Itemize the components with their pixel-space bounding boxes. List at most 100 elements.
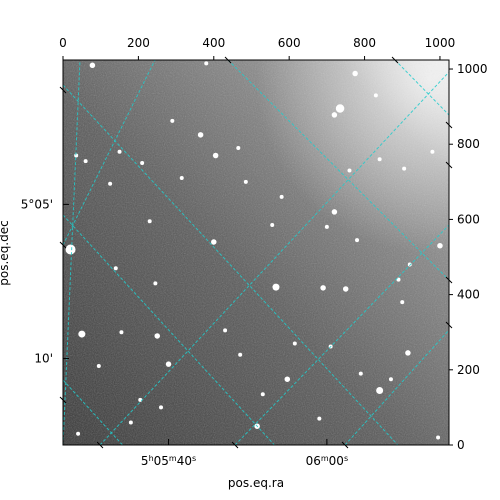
stars-layer [65, 61, 443, 440]
star-11 [83, 159, 88, 164]
star-38 [78, 330, 86, 338]
grid-edge-tick-4 [231, 441, 239, 449]
star-32 [272, 283, 280, 291]
star-46 [358, 371, 363, 376]
right-tick-label-1: 200 [457, 363, 480, 377]
top-tick-label-4: 800 [353, 36, 376, 50]
star-31 [113, 266, 118, 271]
star-25 [324, 224, 329, 229]
grid-ra-line-3 [234, 224, 449, 445]
grid-ra-line-2 [99, 71, 449, 445]
coordinate-grid [63, 60, 449, 445]
right-tick-label-2: 400 [457, 288, 480, 302]
grid-edge-tick-7 [445, 161, 453, 169]
top-tick-label-0: 0 [59, 36, 67, 50]
grid-edge-tick-0 [59, 86, 67, 94]
grid-edge-tick-5 [391, 56, 399, 64]
grid-edge-tick-2 [59, 396, 67, 404]
grid-ra-line-4 [344, 329, 449, 445]
star-48 [260, 392, 265, 397]
star-4 [331, 112, 338, 118]
star-26 [355, 238, 360, 243]
star-18 [430, 149, 435, 154]
star-40 [154, 333, 160, 339]
sky-glow [63, 60, 449, 445]
grid-dec-line-4 [394, 60, 449, 116]
star-17 [402, 166, 407, 171]
star-37 [400, 300, 405, 305]
grid-edge-tick-6 [445, 121, 453, 129]
star-3 [335, 104, 345, 113]
star-33 [320, 285, 326, 291]
right-tick-label-0: 0 [457, 438, 465, 452]
top-tick-label-2: 400 [202, 36, 225, 50]
grid-edge-tick-1 [59, 241, 67, 249]
star-21 [279, 194, 284, 199]
right-tick-label-3: 600 [457, 212, 480, 226]
star-10 [74, 153, 79, 158]
top-tick-label-3: 600 [278, 36, 301, 50]
top-tick-label-1: 200 [127, 36, 150, 50]
star-58 [96, 364, 101, 369]
plot-frame [62, 59, 450, 446]
star-1 [204, 61, 209, 66]
star-12 [117, 149, 122, 154]
grid-edge-tick-8 [445, 276, 453, 284]
star-39 [119, 330, 124, 335]
star-24 [211, 239, 217, 245]
grid-edge-tick-9 [445, 321, 453, 329]
star-57 [317, 416, 322, 421]
star-28 [65, 244, 76, 255]
grid-dec-line-0 [63, 84, 399, 445]
star-20 [243, 179, 248, 184]
star-44 [405, 350, 411, 356]
star-13 [140, 161, 145, 166]
grid-dec-line-2 [63, 379, 124, 445]
star-52 [159, 405, 164, 410]
star-14 [179, 176, 184, 181]
star-34 [342, 286, 349, 292]
grid-ra-line-0 [63, 60, 81, 445]
ra-tick-label-0: 5h05m40s [141, 454, 196, 469]
star-55 [436, 435, 441, 440]
star-50 [388, 377, 393, 382]
star-56 [128, 420, 133, 425]
star-59 [238, 352, 243, 357]
y-axis-label: pos.eq.dec [0, 220, 11, 285]
star-16 [377, 157, 382, 162]
right-tick-label-4: 800 [457, 137, 480, 151]
star-49 [376, 386, 384, 394]
right-tick-label-5: 1000 [457, 62, 488, 76]
star-27 [437, 242, 443, 249]
star-15 [347, 168, 352, 173]
star-23 [270, 223, 275, 228]
star-8 [212, 152, 219, 159]
star-6 [170, 118, 175, 123]
star-9 [236, 145, 241, 150]
star-54 [76, 431, 81, 436]
grid-dec-line-3 [227, 60, 449, 281]
dec-tick-label-1: 10' [34, 352, 53, 366]
star-30 [407, 262, 412, 267]
star-0 [89, 62, 96, 69]
grid-edge-tick-3 [224, 56, 232, 64]
star-2 [352, 70, 358, 77]
dec-tick-label-0: 5°05' [21, 197, 53, 211]
star-29 [147, 219, 152, 224]
star-19 [108, 181, 113, 186]
star-45 [165, 361, 172, 367]
star-22 [331, 209, 338, 215]
axis-ticks: 0 200 400 600 800 1000 0 200 400 600 800 1000 5h05m4… [21, 36, 488, 468]
star-47 [284, 376, 291, 382]
ra-tick-label-1: 06m00s [306, 454, 349, 469]
grid-edge-tick-10 [96, 441, 104, 449]
plot-area [63, 60, 449, 445]
grid-ra-line-1 [63, 60, 156, 246]
star-7 [197, 132, 204, 138]
x-axis-label: pos.eq.ra [228, 476, 284, 490]
top-tick-label-5: 1000 [425, 36, 456, 50]
star-41 [223, 328, 228, 333]
star-5 [373, 93, 378, 98]
grid-edge-tick-11 [341, 441, 349, 449]
star-42 [292, 341, 297, 346]
